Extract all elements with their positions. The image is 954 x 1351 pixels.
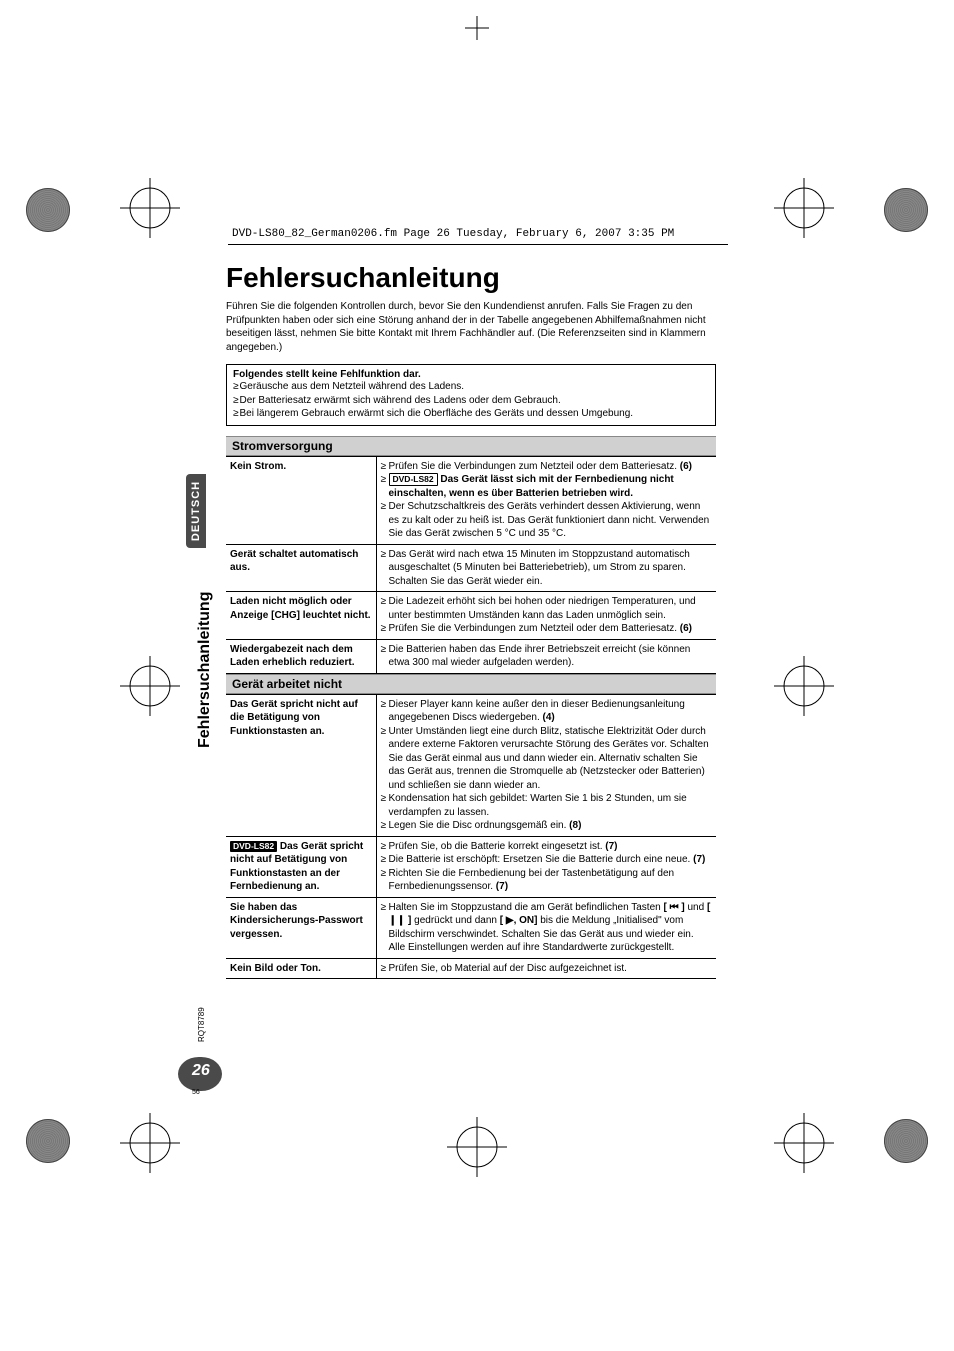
crop-mark-icon [774,178,834,238]
section-header-operation: Gerät arbeitet nicht [226,674,716,694]
remedy-item: Prüfen Sie die Verbindungen zum Netzteil… [381,460,713,474]
remedy-item: Halten Sie im Stoppzustand die am Gerät … [381,901,713,955]
table-row: Sie haben das Kindersicherungs-Passwort … [226,897,716,958]
remedy-item: Richten Sie die Fernbedienung bei der Ta… [381,867,713,894]
page-number: 26 [192,1062,210,1080]
symptom-cell: Sie haben das Kindersicherungs-Passwort … [226,897,376,958]
crop-mark-icon [120,178,180,238]
table-row: Gerät schaltet automatisch aus. Das Gerä… [226,544,716,592]
note-item: Geräusche aus dem Netzteil während des L… [233,380,709,394]
crop-mark-icon [447,1117,507,1177]
file-header: DVD-LS80_82_German0206.fm Page 26 Tuesda… [232,228,674,240]
symptom-cell: Gerät schaltet automatisch aus. [226,544,376,592]
page-number-small: 56 [192,1089,200,1096]
remedy-item: Prüfen Sie, ob Material auf der Disc auf… [381,962,713,976]
model-tag: DVD-LS82 [389,473,438,486]
remedy-item: Der Schutzschaltkreis des Geräts verhind… [381,500,713,541]
remedy-item: Die Batterien haben das Ende ihrer Betri… [381,643,713,670]
remedy-item: Unter Umständen liegt eine durch Blitz, … [381,725,713,793]
remedy-cell: Das Gerät wird nach etwa 15 Minuten im S… [376,544,716,592]
remedy-cell: Die Ladezeit erhöht sich bei hohen oder … [376,592,716,640]
crop-mark-icon [120,656,180,716]
note-item: Bei längerem Gebrauch erwärmt sich die O… [233,407,709,421]
remedy-item: Prüfen Sie, ob die Batterie korrekt eing… [381,840,713,854]
symptom-cell: Das Gerät spricht nicht auf die Betätigu… [226,694,376,836]
remedy-cell: Dieser Player kann keine außer den in di… [376,694,716,836]
symptom-cell: Laden nicht möglich oder Anzeige [CHG] l… [226,592,376,640]
remedy-item: DVD-LS82 Das Gerät lässt sich mit der Fe… [381,473,713,500]
note-title: Folgendes stellt keine Fehlfunktion dar. [233,369,709,380]
corner-decoration-icon [884,188,928,232]
remedy-cell: Prüfen Sie die Verbindungen zum Netzteil… [376,456,716,544]
content-area: Fehlersuchanleitung Führen Sie die folge… [226,262,716,979]
main-title: Fehlersuchanleitung [226,262,716,294]
remedy-item: Kondensation hat sich gebildet: Warten S… [381,792,713,819]
remedy-cell: Prüfen Sie, ob die Batterie korrekt eing… [376,836,716,897]
table-row: Kein Bild oder Ton. Prüfen Sie, ob Mater… [226,958,716,979]
table-row: Wiedergabezeit nach dem Laden erheblich … [226,639,716,673]
table-row: DVD-LS82 Das Gerät spricht nicht auf Bet… [226,836,716,897]
language-tab: DEUTSCH [186,474,206,548]
symptom-cell: Kein Bild oder Ton. [226,958,376,979]
page-number-badge: 26 [178,1057,222,1091]
remedy-item: Das Gerät wird nach etwa 15 Minuten im S… [381,548,713,589]
note-item: Der Batteriesatz erwärmt sich während de… [233,394,709,408]
remedy-item: Legen Sie die Disc ordnungsgemäß ein. (8… [381,819,713,833]
remedy-item: Dieser Player kann keine außer den in di… [381,698,713,725]
crop-mark-icon [774,1113,834,1173]
table-operation: Das Gerät spricht nicht auf die Betätigu… [226,694,716,980]
symptom-cell: DVD-LS82 Das Gerät spricht nicht auf Bet… [226,836,376,897]
note-box: Folgendes stellt keine Fehlfunktion dar.… [226,364,716,426]
model-tag: DVD-LS82 [230,841,277,852]
header-rule [228,244,728,245]
document-code: RQT8789 [197,1007,206,1042]
table-row: Das Gerät spricht nicht auf die Betätigu… [226,694,716,836]
remedy-cell: Die Batterien haben das Ende ihrer Betri… [376,639,716,673]
side-section-title: Fehlersuchanleitung [196,592,214,748]
remedy-cell: Prüfen Sie, ob Material auf der Disc auf… [376,958,716,979]
intro-paragraph: Führen Sie die folgenden Kontrollen durc… [226,300,716,354]
crop-mark-icon [120,1113,180,1173]
language-label: DEUTSCH [190,481,202,541]
table-row: Kein Strom. Prüfen Sie die Verbindungen … [226,456,716,544]
remedy-cell: Halten Sie im Stoppzustand die am Gerät … [376,897,716,958]
crop-mark-icon [774,656,834,716]
document-page: DVD-LS80_82_German0206.fm Page 26 Tuesda… [0,0,954,1351]
crop-mark-small-icon [465,16,489,40]
table-row: Laden nicht möglich oder Anzeige [CHG] l… [226,592,716,640]
remedy-item: Die Batterie ist erschöpft: Ersetzen Sie… [381,853,713,867]
table-power: Kein Strom. Prüfen Sie die Verbindungen … [226,456,716,674]
symptom-cell: Wiedergabezeit nach dem Laden erheblich … [226,639,376,673]
remedy-item: Prüfen Sie die Verbindungen zum Netzteil… [381,622,713,636]
corner-decoration-icon [26,1119,70,1163]
section-header-power: Stromversorgung [226,436,716,456]
corner-decoration-icon [884,1119,928,1163]
note-list: Geräusche aus dem Netzteil während des L… [233,380,709,421]
corner-decoration-icon [26,188,70,232]
symptom-cell: Kein Strom. [226,456,376,544]
remedy-item: Die Ladezeit erhöht sich bei hohen oder … [381,595,713,622]
